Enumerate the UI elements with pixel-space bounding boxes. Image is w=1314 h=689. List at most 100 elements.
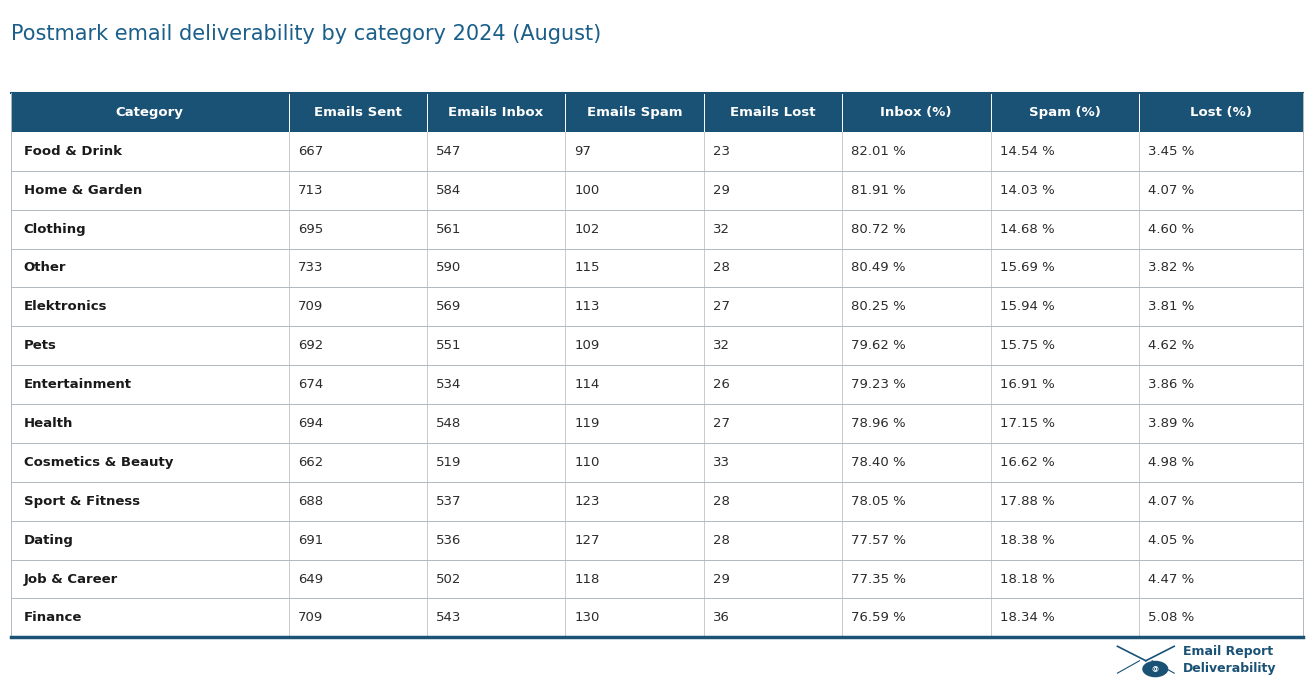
Text: Job & Career: Job & Career [24, 573, 118, 586]
Text: 14.03 %: 14.03 % [1000, 184, 1055, 197]
Text: Sport & Fitness: Sport & Fitness [24, 495, 139, 508]
Text: 29: 29 [712, 184, 729, 197]
Text: 709: 709 [298, 300, 323, 313]
Text: 3.82 %: 3.82 % [1148, 261, 1194, 274]
Text: Finance: Finance [24, 611, 81, 624]
Text: 27: 27 [712, 300, 729, 313]
Text: 519: 519 [436, 456, 461, 469]
Text: 733: 733 [298, 261, 323, 274]
Text: 534: 534 [436, 378, 461, 391]
Text: 667: 667 [298, 145, 323, 158]
Text: Food & Drink: Food & Drink [24, 145, 122, 158]
Text: 3.45 %: 3.45 % [1148, 145, 1194, 158]
Text: 502: 502 [436, 573, 461, 586]
Text: 4.60 %: 4.60 % [1148, 223, 1194, 236]
Text: 18.18 %: 18.18 % [1000, 573, 1055, 586]
Text: 28: 28 [712, 495, 729, 508]
Text: 79.62 %: 79.62 % [851, 339, 905, 352]
Text: 551: 551 [436, 339, 461, 352]
Text: Elektronics: Elektronics [24, 300, 108, 313]
Text: 536: 536 [436, 533, 461, 546]
Text: 77.35 %: 77.35 % [851, 573, 907, 586]
Text: 78.96 %: 78.96 % [851, 417, 905, 430]
Text: Pets: Pets [24, 339, 57, 352]
Text: 33: 33 [712, 456, 729, 469]
Text: 4.07 %: 4.07 % [1148, 495, 1194, 508]
Text: 17.15 %: 17.15 % [1000, 417, 1055, 430]
Text: 36: 36 [712, 611, 729, 624]
Text: 109: 109 [574, 339, 599, 352]
Text: 18.34 %: 18.34 % [1000, 611, 1055, 624]
Text: 127: 127 [574, 533, 600, 546]
Bar [1117, 646, 1175, 673]
Text: 4.05 %: 4.05 % [1148, 533, 1194, 546]
Text: 4.47 %: 4.47 % [1148, 573, 1194, 586]
Text: 32: 32 [712, 223, 729, 236]
Text: Emails Sent: Emails Sent [314, 106, 402, 119]
Text: 29: 29 [712, 573, 729, 586]
Text: 649: 649 [298, 573, 323, 586]
Text: 569: 569 [436, 300, 461, 313]
Text: 14.54 %: 14.54 % [1000, 145, 1055, 158]
Text: 688: 688 [298, 495, 323, 508]
Text: 79.23 %: 79.23 % [851, 378, 905, 391]
Text: 78.05 %: 78.05 % [851, 495, 905, 508]
Text: 15.94 %: 15.94 % [1000, 300, 1055, 313]
Text: 15.75 %: 15.75 % [1000, 339, 1055, 352]
Text: @: @ [1152, 666, 1159, 672]
Text: 80.72 %: 80.72 % [851, 223, 905, 236]
Text: 543: 543 [436, 611, 461, 624]
Text: 584: 584 [436, 184, 461, 197]
Text: 548: 548 [436, 417, 461, 430]
Text: Health: Health [24, 417, 74, 430]
Text: 16.91 %: 16.91 % [1000, 378, 1055, 391]
Text: 130: 130 [574, 611, 599, 624]
Text: Emails Spam: Emails Spam [586, 106, 682, 119]
Text: 691: 691 [298, 533, 323, 546]
Text: 27: 27 [712, 417, 729, 430]
Text: Postmark email deliverability by category 2024 (August): Postmark email deliverability by categor… [11, 24, 600, 44]
Text: Dating: Dating [24, 533, 74, 546]
Text: 26: 26 [712, 378, 729, 391]
Text: Email Report
Deliverability: Email Report Deliverability [1183, 645, 1276, 675]
Text: Inbox (%): Inbox (%) [880, 106, 951, 119]
Text: 15.69 %: 15.69 % [1000, 261, 1055, 274]
Text: 4.62 %: 4.62 % [1148, 339, 1194, 352]
Text: 16.62 %: 16.62 % [1000, 456, 1055, 469]
Text: 97: 97 [574, 145, 591, 158]
Text: 78.40 %: 78.40 % [851, 456, 905, 469]
Text: 77.57 %: 77.57 % [851, 533, 907, 546]
Text: 3.81 %: 3.81 % [1148, 300, 1194, 313]
Text: 28: 28 [712, 533, 729, 546]
Text: 3.89 %: 3.89 % [1148, 417, 1194, 430]
Text: 18.38 %: 18.38 % [1000, 533, 1055, 546]
Text: Cosmetics & Beauty: Cosmetics & Beauty [24, 456, 173, 469]
Text: 114: 114 [574, 378, 599, 391]
Text: 81.91 %: 81.91 % [851, 184, 905, 197]
Text: 537: 537 [436, 495, 461, 508]
Text: Emails Lost: Emails Lost [731, 106, 816, 119]
Text: 561: 561 [436, 223, 461, 236]
Text: 709: 709 [298, 611, 323, 624]
Text: Home & Garden: Home & Garden [24, 184, 142, 197]
Text: 662: 662 [298, 456, 323, 469]
Text: 119: 119 [574, 417, 599, 430]
Text: 547: 547 [436, 145, 461, 158]
Text: 80.49 %: 80.49 % [851, 261, 905, 274]
Text: 14.68 %: 14.68 % [1000, 223, 1054, 236]
Text: Spam (%): Spam (%) [1029, 106, 1101, 119]
Circle shape [1142, 660, 1169, 678]
Text: 695: 695 [298, 223, 323, 236]
Text: 23: 23 [712, 145, 729, 158]
Text: 76.59 %: 76.59 % [851, 611, 905, 624]
Text: 102: 102 [574, 223, 599, 236]
Text: Emails Inbox: Emails Inbox [448, 106, 544, 119]
Text: 4.07 %: 4.07 % [1148, 184, 1194, 197]
Text: 32: 32 [712, 339, 729, 352]
Text: 80.25 %: 80.25 % [851, 300, 905, 313]
Text: 123: 123 [574, 495, 600, 508]
Text: 590: 590 [436, 261, 461, 274]
Text: 28: 28 [712, 261, 729, 274]
Text: 3.86 %: 3.86 % [1148, 378, 1194, 391]
Text: Other: Other [24, 261, 66, 274]
